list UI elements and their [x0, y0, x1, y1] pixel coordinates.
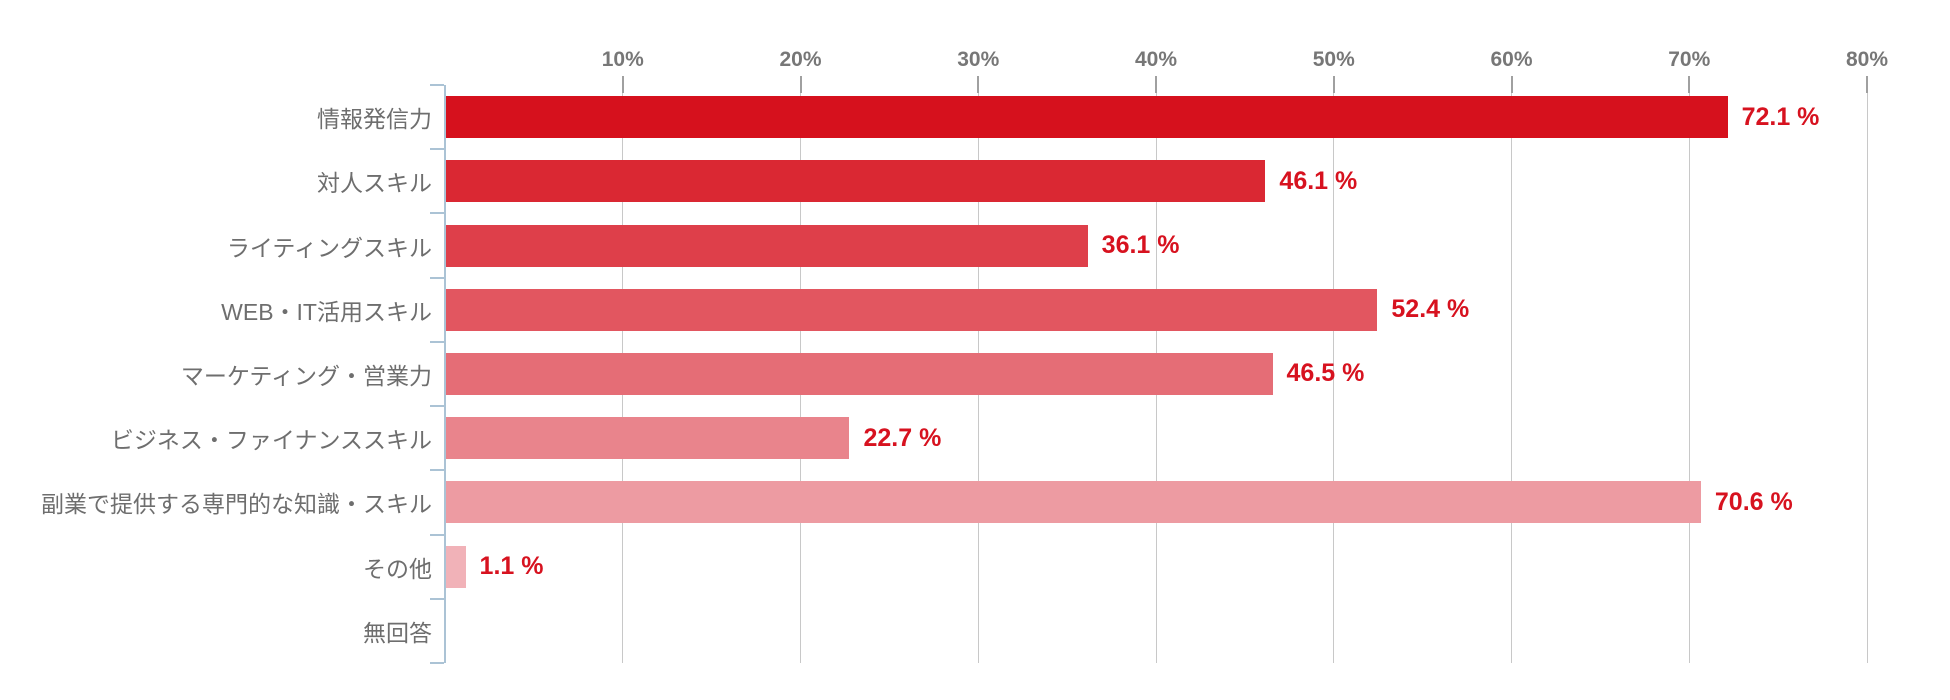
category-label: WEB・IT活用スキル	[221, 298, 432, 325]
value-label: 52.4 %	[1391, 295, 1470, 324]
x-axis-tick-label: 60%	[1490, 48, 1533, 71]
category-axis-tick	[430, 405, 444, 408]
gridline	[1333, 80, 1335, 663]
x-axis-tick-label: 50%	[1312, 48, 1355, 71]
category-axis-tick	[430, 597, 444, 600]
x-axis-tick-mark	[1688, 76, 1691, 93]
value-label: 22.7 %	[863, 423, 942, 452]
category-axis-tick	[430, 148, 444, 151]
x-axis-tick-label: 80%	[1845, 48, 1889, 71]
value-label: 72.1 %	[1741, 102, 1820, 131]
category-axis-tick	[430, 662, 444, 664]
category-label: 副業で提供する専門的な知識・スキル	[41, 491, 432, 518]
category-label: 対人スキル	[317, 170, 432, 197]
x-axis-tick-mark	[1510, 76, 1513, 93]
category-label: 無回答	[363, 619, 432, 646]
bar	[446, 545, 466, 588]
x-axis-tick-mark	[799, 76, 802, 93]
value-label: 1.1 %	[479, 552, 544, 581]
x-axis-tick-mark	[977, 76, 980, 93]
x-axis-tick-mark	[1866, 76, 1868, 93]
category-label: ビジネス・ファイナンススキル	[110, 427, 432, 454]
x-axis-tick-label: 70%	[1668, 48, 1711, 71]
bar	[446, 417, 850, 460]
gridline	[1511, 80, 1512, 663]
x-axis-tick-mark	[621, 76, 624, 93]
category-axis-tick	[430, 212, 444, 215]
category-axis-tick	[430, 340, 444, 343]
category-axis-tick	[430, 533, 444, 536]
x-axis-tick-label: 10%	[601, 48, 644, 71]
x-axis-tick-label: 20%	[779, 48, 822, 71]
gridline	[1866, 80, 1868, 663]
bar	[446, 160, 1266, 203]
bar	[446, 288, 1378, 331]
category-label: 情報発信力	[317, 106, 432, 133]
category-axis-tick	[430, 276, 444, 279]
value-label: 70.6 %	[1714, 487, 1793, 516]
x-axis-tick-mark	[1332, 76, 1335, 93]
category-label: その他	[363, 555, 432, 582]
value-label: 46.1 %	[1279, 166, 1358, 195]
x-axis-tick-label: 30%	[957, 48, 1000, 71]
value-label: 36.1 %	[1101, 231, 1180, 260]
category-axis-line	[444, 85, 446, 663]
gridline	[1688, 80, 1690, 663]
bar	[446, 224, 1088, 267]
bar	[446, 96, 1728, 139]
category-label: ライティングスキル	[226, 234, 432, 261]
category-label: マーケティング・営業力	[180, 362, 432, 389]
value-label: 46.5 %	[1286, 359, 1365, 388]
x-axis-tick-label: 40%	[1134, 48, 1178, 71]
x-axis-tick-mark	[1155, 76, 1157, 93]
bar	[446, 353, 1273, 395]
bar	[446, 481, 1701, 524]
category-axis-tick	[430, 84, 444, 86]
category-axis-tick	[430, 469, 444, 472]
